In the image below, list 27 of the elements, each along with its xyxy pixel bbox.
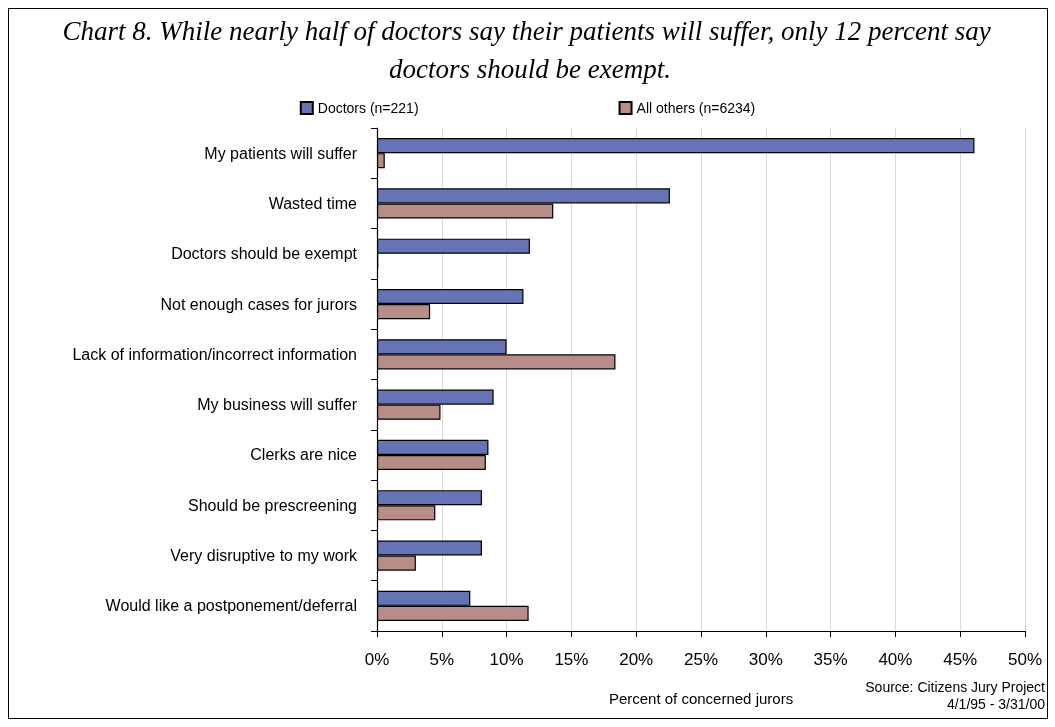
x-tick-label: 15% xyxy=(554,650,589,669)
y-tick-label: Not enough cases for jurors xyxy=(160,295,357,313)
x-tick-label: 35% xyxy=(813,650,848,669)
x-tick-label: 45% xyxy=(943,650,978,669)
x-tick-label: 25% xyxy=(683,650,719,669)
x-tick-label: 10% xyxy=(489,650,524,669)
chart-title: Chart 8. While nearly half of doctors say their patients will suffer, only 12 percent say doctors should be exempt. xyxy=(62,16,998,84)
y-tick-label: My business will suffer xyxy=(197,396,358,414)
x-tick-label: 40% xyxy=(878,650,913,669)
y-tick-label: Clerks are nice xyxy=(250,446,358,464)
x-axis-title: Percent of concerned jurors xyxy=(608,690,794,707)
y-tick-label: Very disruptive to my work xyxy=(170,547,358,565)
y-tick-label: Lack of information/incorrect information xyxy=(72,345,357,363)
y-tick-label: My patients will suffer xyxy=(204,144,358,162)
legend-label: All others (n=6234) xyxy=(636,100,756,116)
x-tick-label: 30% xyxy=(748,650,783,669)
source-note: Source: Citizens Jury Project xyxy=(865,679,1046,695)
x-tick-label: 5% xyxy=(429,650,455,669)
y-tick-label: Doctors should be exempt xyxy=(171,245,358,263)
y-tick-label: Should be prescreening xyxy=(187,496,357,514)
x-tick-label: 20% xyxy=(619,650,654,669)
y-tick-label: Would like a postponement/deferral xyxy=(105,597,357,615)
y-tick-label: Wasted time xyxy=(268,194,358,212)
text: 4/1/95 - 3/31/00 xyxy=(946,696,1046,712)
x-tick-label: 0% xyxy=(364,650,390,669)
x-tick-label: 50% xyxy=(1007,650,1043,669)
legend-label: Doctors (n=221) xyxy=(317,100,419,116)
